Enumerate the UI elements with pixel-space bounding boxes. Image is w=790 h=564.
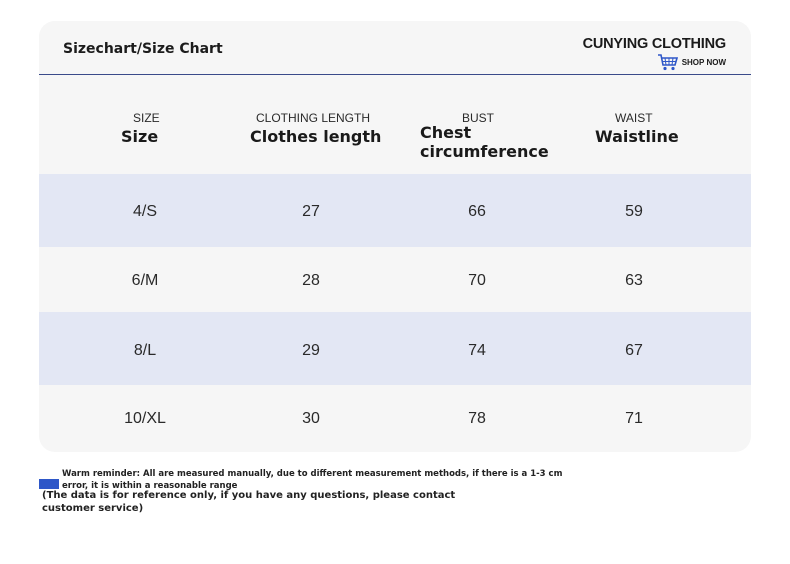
card-header: Sizechart/Size Chart CUNYING CLOTHING SH… — [39, 21, 751, 75]
table-cell: 63 — [625, 272, 643, 289]
column-header-zh: Chest circumference — [420, 123, 549, 161]
shopping-cart-icon — [657, 54, 678, 71]
column-header-waist: WAIST Waistline — [595, 111, 679, 146]
table-cell: 78 — [468, 410, 486, 427]
table-cell: 29 — [302, 342, 320, 359]
shop-now-label: SHOP NOW — [681, 57, 726, 67]
table-cell: 59 — [625, 203, 643, 220]
column-header-bust: BUST Chest circumference — [420, 111, 570, 161]
table-cell: 71 — [625, 410, 643, 427]
table-cell: 70 — [468, 272, 486, 289]
shop-now-link[interactable]: SHOP NOW — [583, 53, 726, 71]
column-header-en: SIZE — [133, 111, 160, 125]
table-row: 6/M 28 70 63 — [39, 247, 751, 312]
column-header-zh: Waistline — [595, 127, 679, 146]
size-chart-card: Sizechart/Size Chart CUNYING CLOTHING SH… — [39, 21, 751, 452]
column-header-size: SIZE Size — [121, 111, 160, 146]
reference-note: (The data is for reference only, if you … — [42, 490, 456, 514]
table-cell: 30 — [302, 410, 320, 427]
table-cell: 67 — [625, 342, 643, 359]
table-cell: 28 — [302, 272, 320, 289]
column-header-zh: Size — [121, 127, 159, 146]
brand-name: CUNYING CLOTHING — [582, 36, 727, 52]
table-cell: 8/L — [133, 342, 157, 359]
table-row: 4/S 27 66 59 — [39, 174, 751, 247]
warm-reminder: Warm reminder: All are measured manually… — [62, 469, 563, 491]
table-cell: 10/XL — [124, 410, 166, 427]
column-header-en: BUST — [462, 111, 495, 125]
page-title: Sizechart/Size Chart — [63, 41, 223, 57]
column-header-en: WAIST — [615, 111, 653, 125]
table-cell: 66 — [468, 203, 486, 220]
table-row: 10/XL 30 78 71 — [39, 385, 751, 452]
note-marker — [39, 479, 59, 489]
column-header-length: CLOTHING LENGTH Clothes length — [250, 111, 381, 146]
table-cell: 4/S — [132, 203, 158, 220]
column-header-zh: Clothes length — [250, 127, 382, 146]
table-cell: 27 — [302, 203, 320, 220]
brand-block: CUNYING CLOTHING SHOP NOW — [583, 36, 726, 71]
table-cell: 6/M — [131, 272, 159, 289]
table-row: 8/L 29 74 67 — [39, 312, 751, 385]
table-cell: 74 — [468, 342, 486, 359]
column-header-en: CLOTHING LENGTH — [256, 111, 371, 125]
